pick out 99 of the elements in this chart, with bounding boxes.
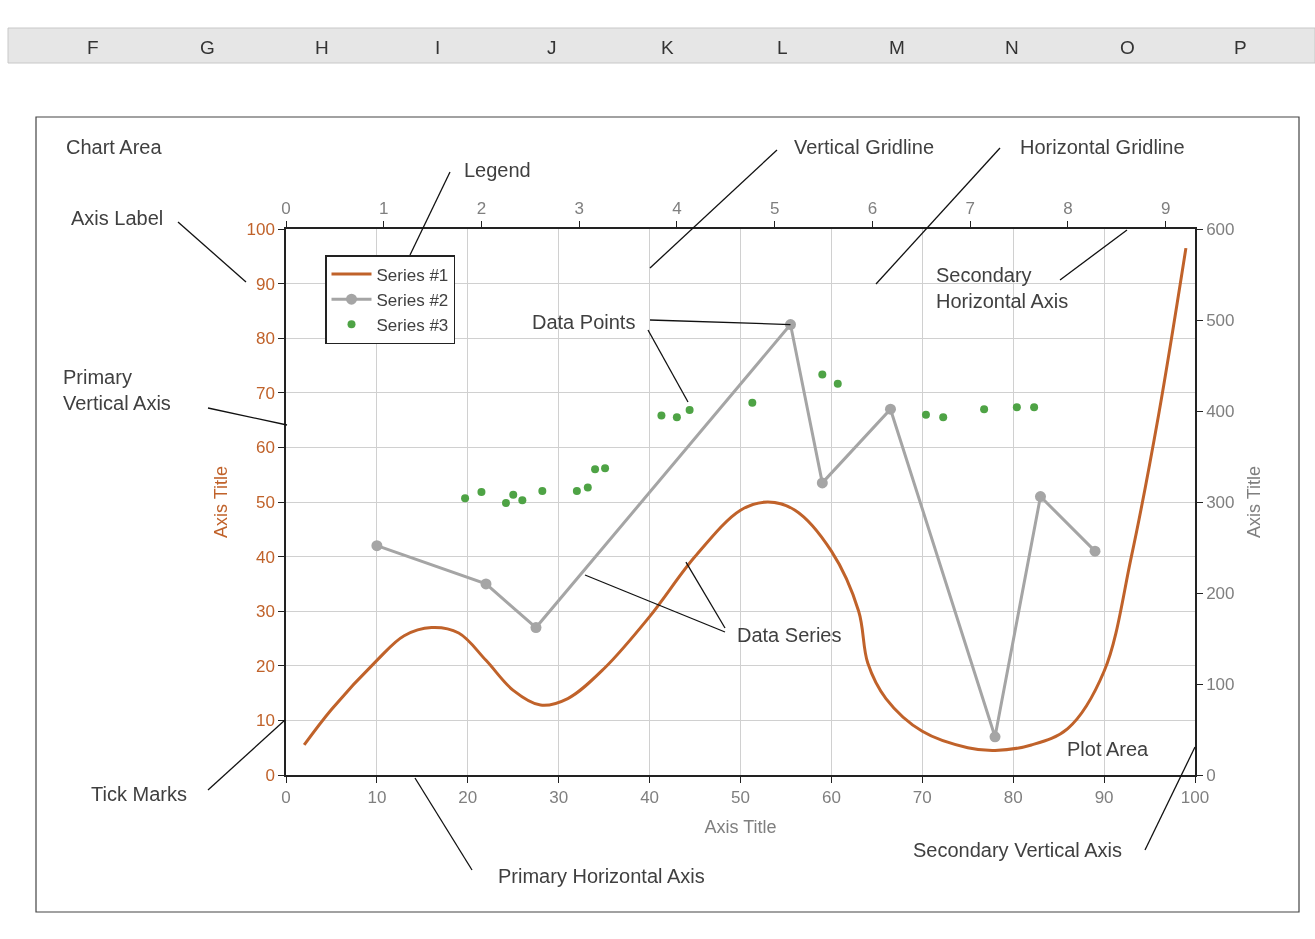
legend-label: Series #2 xyxy=(376,290,449,310)
y2-tick-label: 200 xyxy=(1206,583,1235,603)
y2-tick-label: 100 xyxy=(1206,674,1235,694)
point xyxy=(989,731,1001,743)
y2-axis-title: Axis Title xyxy=(1244,465,1265,539)
y-tick-label: 60 xyxy=(255,438,275,458)
text: L xyxy=(777,37,788,58)
point xyxy=(572,487,581,496)
point xyxy=(939,413,948,422)
point xyxy=(785,319,796,331)
annotation: Data Points xyxy=(532,311,636,333)
x-axis-title: Axis Title xyxy=(704,816,777,837)
y-tick-label: 80 xyxy=(255,329,275,349)
point xyxy=(477,487,486,496)
point xyxy=(601,464,610,473)
point xyxy=(518,496,527,505)
text: O xyxy=(1120,37,1135,58)
point xyxy=(884,403,896,415)
y-tick-label: 100 xyxy=(246,219,275,239)
point xyxy=(1034,491,1046,503)
y-tick-label: 40 xyxy=(255,547,275,567)
x-tick-label: 20 xyxy=(458,788,478,808)
y2-tick-label: 0 xyxy=(1206,765,1216,785)
y-tick-label: 10 xyxy=(255,711,275,731)
x2-tick-label: 7 xyxy=(965,199,975,219)
point xyxy=(509,490,518,499)
point xyxy=(1030,403,1039,412)
text: Horizontal Gridline xyxy=(1020,136,1185,158)
x-tick-label: 0 xyxy=(281,788,291,808)
text: Primary Vertical Axis xyxy=(63,366,171,414)
text: N xyxy=(1005,37,1019,58)
x-tick-label: 30 xyxy=(549,788,569,808)
text: J xyxy=(547,37,557,58)
x-tick-label: 90 xyxy=(1094,788,1114,808)
x-tick-label: 80 xyxy=(1003,788,1023,808)
point xyxy=(461,494,470,503)
annotation: Plot Area xyxy=(1067,738,1150,760)
point xyxy=(816,477,828,489)
point xyxy=(371,540,383,552)
text: Chart Area xyxy=(66,136,163,158)
x2-tick-label: 0 xyxy=(281,199,291,219)
x-tick-label: 100 xyxy=(1180,788,1210,808)
x2-tick-label: 2 xyxy=(476,199,487,219)
x-tick-label: 50 xyxy=(731,788,750,808)
y-tick-label: 20 xyxy=(255,656,275,676)
x-tick-label: 10 xyxy=(367,788,387,808)
y2-tick-label: 600 xyxy=(1206,219,1235,239)
x2-tick-label: 1 xyxy=(379,199,389,219)
point xyxy=(748,398,757,407)
point xyxy=(538,487,547,496)
text: Axis Label xyxy=(71,207,164,229)
y2-tick-label: 400 xyxy=(1206,401,1235,421)
text: K xyxy=(661,37,674,58)
text: G xyxy=(200,37,215,58)
text: Tick Marks xyxy=(91,783,187,805)
y-tick-label: 50 xyxy=(255,492,275,512)
text: Primary Horizontal Axis xyxy=(498,865,705,887)
text: Secondary Vertical Axis xyxy=(913,839,1122,861)
point xyxy=(530,622,542,634)
x2-tick-label: 6 xyxy=(867,199,878,219)
point xyxy=(1089,545,1101,557)
point xyxy=(591,465,600,474)
x2-tick-label: 8 xyxy=(1063,199,1073,219)
x-tick-label: 70 xyxy=(912,788,932,808)
x2-tick-label: 5 xyxy=(769,199,780,219)
legend-label: Series #1 xyxy=(376,265,449,285)
point xyxy=(833,379,842,388)
y-tick-label: 70 xyxy=(255,383,275,403)
point xyxy=(672,413,681,422)
point xyxy=(657,411,666,420)
text: M xyxy=(889,37,905,58)
x2-tick-label: 4 xyxy=(672,199,682,219)
x-tick-label: 40 xyxy=(640,788,660,808)
point xyxy=(980,405,989,414)
point xyxy=(818,370,827,379)
x2-tick-label: 3 xyxy=(574,199,584,219)
text: Legend xyxy=(464,159,531,181)
point xyxy=(921,410,930,419)
y-tick-label: 90 xyxy=(255,274,275,294)
x-tick-label: 60 xyxy=(821,788,841,808)
text: Vertical Gridline xyxy=(794,136,935,158)
point xyxy=(501,498,510,507)
annotation: Data Series xyxy=(737,624,842,646)
legend-label: Series #3 xyxy=(376,315,449,335)
y2-tick-label: 300 xyxy=(1206,492,1235,512)
point xyxy=(1012,403,1021,412)
point xyxy=(583,483,592,492)
text: P xyxy=(1234,37,1247,58)
point xyxy=(480,578,492,590)
y-tick-label: 30 xyxy=(255,602,275,622)
x2-tick-label: 9 xyxy=(1160,199,1171,219)
y2-tick-label: 500 xyxy=(1206,310,1235,330)
text: I xyxy=(435,37,441,58)
point xyxy=(685,406,694,415)
text: F xyxy=(87,37,99,58)
y-axis-title: Axis Title xyxy=(211,465,232,539)
y-tick-label: 0 xyxy=(265,765,275,785)
text: H xyxy=(315,37,329,58)
annotation: Secondary Horizontal Axis xyxy=(936,264,1069,312)
